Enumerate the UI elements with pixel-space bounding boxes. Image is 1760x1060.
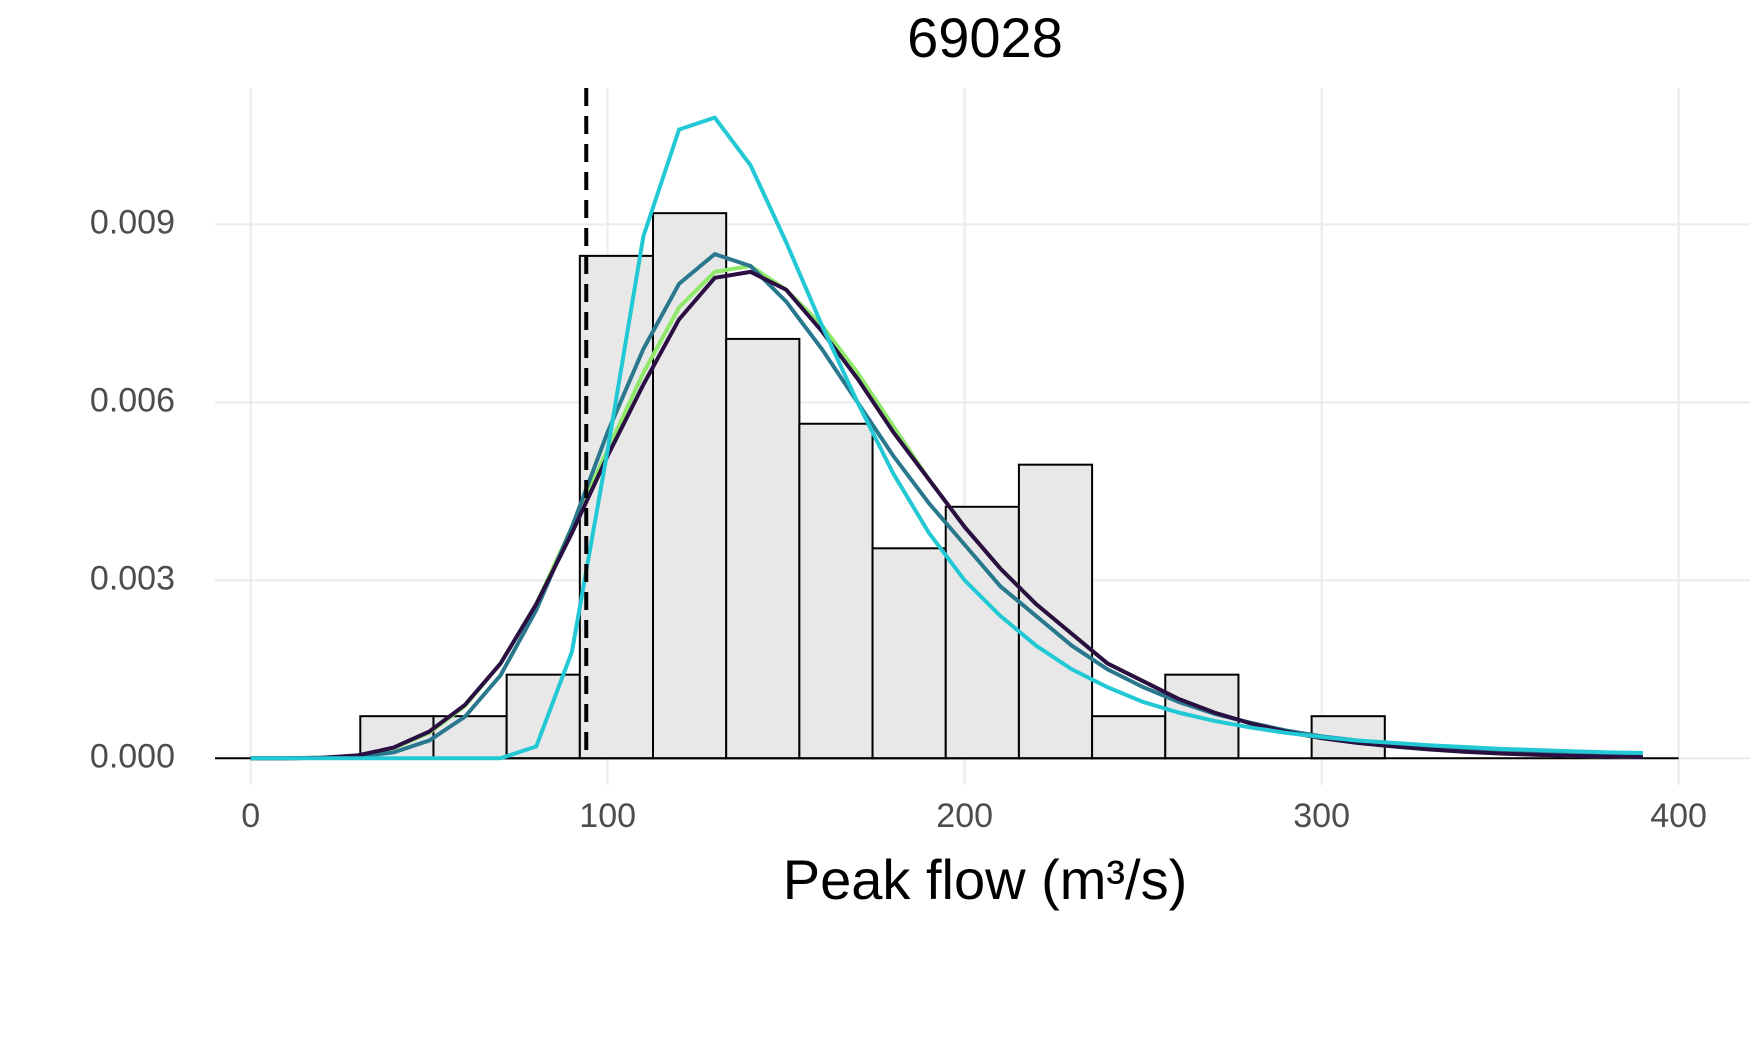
- x-tick-label: 0: [241, 797, 260, 835]
- x-tick-label: 400: [1650, 797, 1707, 835]
- x-tick-label: 200: [936, 797, 993, 835]
- x-axis-label: Peak flow (m³/s): [783, 848, 1188, 911]
- bar: [798, 422, 874, 760]
- x-tick-label: 100: [579, 797, 636, 835]
- bar: [1091, 715, 1167, 760]
- x-tick-label: 300: [1293, 797, 1350, 835]
- y-tick-label: 0.003: [90, 559, 175, 597]
- chart-title: 69028: [907, 6, 1063, 69]
- bar: [578, 254, 655, 760]
- y-tick-label: 0.009: [90, 203, 175, 241]
- y-tick-label: 0.000: [90, 737, 175, 775]
- bar: [505, 673, 581, 760]
- bar: [725, 337, 801, 760]
- density-curve: [250, 269, 1643, 761]
- bar: [871, 547, 947, 760]
- density-curve: [250, 115, 1643, 761]
- y-tick-label: 0.006: [90, 381, 175, 419]
